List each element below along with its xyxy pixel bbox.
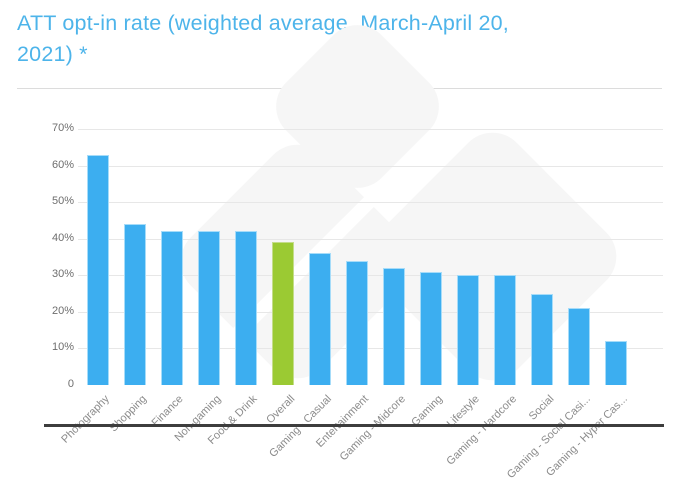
chart-title-line1: ATT opt-in rate (weighted average, March… — [17, 11, 509, 35]
x-tick-label: Gaming - Midcore — [337, 393, 408, 464]
bar-slot — [486, 129, 523, 385]
bar-slot — [597, 129, 634, 385]
bar-slot — [79, 129, 116, 385]
bar-slot — [264, 129, 301, 385]
bar[interactable] — [345, 260, 368, 385]
bar-slot — [375, 129, 412, 385]
bar[interactable] — [604, 341, 627, 385]
x-tick-label: Photography — [59, 393, 112, 446]
bar[interactable] — [197, 231, 220, 385]
bar[interactable] — [567, 308, 590, 385]
bar[interactable] — [123, 224, 146, 385]
bar-slot — [153, 129, 190, 385]
y-tick-label: 60% — [51, 158, 74, 171]
bar-slot — [338, 129, 375, 385]
bars-container — [79, 129, 634, 385]
x-tick-label: Overall — [263, 393, 297, 427]
y-tick-label: 50% — [51, 195, 74, 208]
x-tick-label: Social — [526, 393, 556, 423]
chart-title-line2: 2021) * — [17, 42, 88, 66]
x-tick-label: Shopping — [107, 393, 149, 435]
bar-slot — [190, 129, 227, 385]
bar-slot — [560, 129, 597, 385]
bar-slot — [301, 129, 338, 385]
y-tick-label: 0 — [67, 378, 74, 390]
bar[interactable] — [419, 271, 442, 385]
bar[interactable] — [160, 231, 183, 385]
chart-title: ATT opt-in rate (weighted average, March… — [17, 8, 657, 70]
gridline — [78, 238, 663, 240]
gridline — [78, 129, 663, 130]
bar[interactable] — [530, 293, 553, 385]
bar-slot — [449, 129, 486, 385]
bar-slot — [116, 129, 153, 385]
x-axis-line — [44, 424, 664, 427]
plot-area — [78, 129, 663, 385]
bar-slot — [227, 129, 264, 385]
bar-overall-highlight[interactable] — [271, 242, 294, 385]
y-tick-label: 40% — [51, 231, 74, 244]
gridline — [78, 348, 663, 350]
y-tick-label: 30% — [51, 268, 74, 281]
gridline — [78, 165, 663, 167]
bar-slot — [412, 129, 449, 385]
bar[interactable] — [86, 154, 109, 385]
gridline — [78, 311, 663, 313]
bar-slot — [523, 129, 560, 385]
y-tick-label: 20% — [51, 304, 74, 317]
bar[interactable] — [234, 231, 257, 385]
x-axis-labels: Photography Shopping Finance Non-gaming Food… — [0, 89, 679, 489]
bar[interactable] — [456, 275, 479, 385]
y-tick-label: 70% — [51, 122, 74, 134]
bar-chart: 70% 60% 50% 40% 30% 20% 10% 0 Photography Shoppi… — [0, 11, 679, 489]
y-tick-label: 10% — [51, 341, 74, 354]
bar[interactable] — [493, 275, 516, 385]
bar[interactable] — [308, 253, 331, 385]
gridline — [78, 275, 663, 277]
x-tick-label: Gaming - Hardcore — [444, 393, 519, 468]
gridline — [78, 202, 663, 204]
bar[interactable] — [382, 267, 405, 385]
